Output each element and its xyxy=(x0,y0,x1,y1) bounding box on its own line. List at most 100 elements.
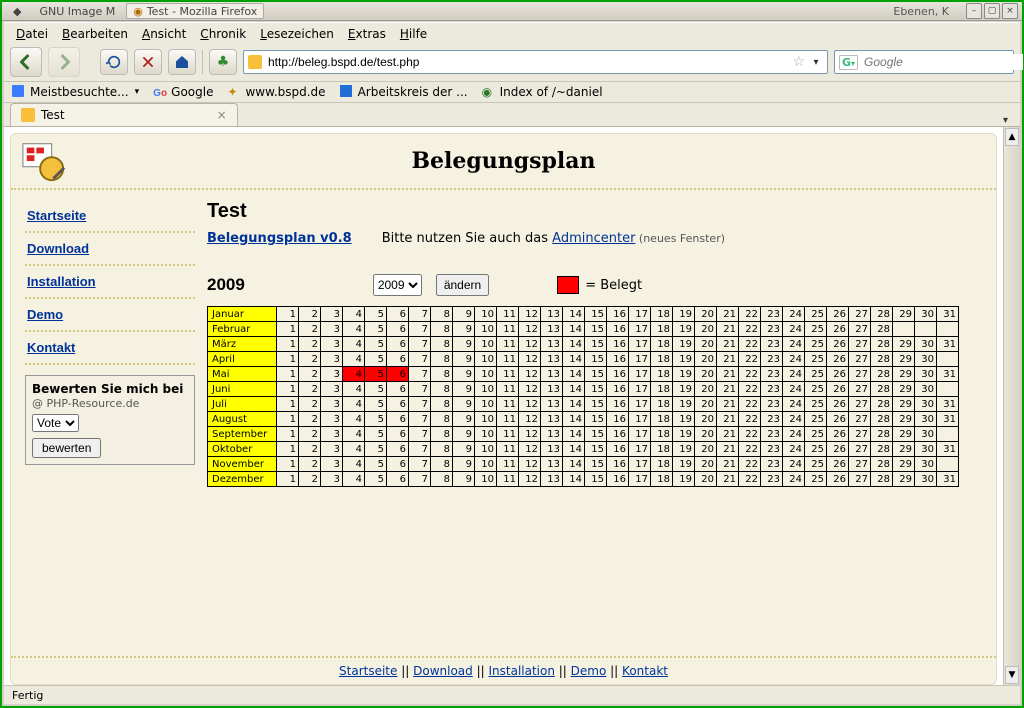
home-button[interactable] xyxy=(168,49,196,75)
day-cell[interactable]: 29 xyxy=(893,457,915,472)
day-cell[interactable]: 3 xyxy=(321,457,343,472)
day-cell[interactable]: 6 xyxy=(387,472,409,487)
day-cell[interactable]: 7 xyxy=(409,307,431,322)
day-cell[interactable]: 14 xyxy=(563,442,585,457)
day-cell[interactable]: 10 xyxy=(475,382,497,397)
day-cell[interactable]: 11 xyxy=(497,457,519,472)
day-cell[interactable]: 11 xyxy=(497,472,519,487)
menu-item[interactable]: Ansicht xyxy=(136,25,192,43)
day-cell[interactable]: 14 xyxy=(563,397,585,412)
day-cell[interactable]: 28 xyxy=(871,322,893,337)
day-cell[interactable]: 16 xyxy=(607,322,629,337)
day-cell[interactable]: 10 xyxy=(475,337,497,352)
day-cell[interactable]: 17 xyxy=(629,427,651,442)
day-cell[interactable]: 15 xyxy=(585,397,607,412)
day-cell[interactable]: 27 xyxy=(849,382,871,397)
day-cell[interactable]: 19 xyxy=(673,472,695,487)
admincenter-link[interactable]: Admincenter xyxy=(552,231,635,246)
day-cell[interactable]: 24 xyxy=(783,382,805,397)
day-cell[interactable]: 13 xyxy=(541,442,563,457)
day-cell[interactable]: 24 xyxy=(783,307,805,322)
day-cell[interactable]: 4 xyxy=(343,457,365,472)
day-cell[interactable]: 18 xyxy=(651,367,673,382)
day-cell[interactable]: 23 xyxy=(761,307,783,322)
day-cell[interactable]: 11 xyxy=(497,307,519,322)
taskbar-item-active[interactable]: ◉ Test - Mozilla Firefox xyxy=(126,3,264,19)
menu-item[interactable]: Chronik xyxy=(194,25,252,43)
day-cell[interactable]: 28 xyxy=(871,442,893,457)
day-cell[interactable]: 14 xyxy=(563,352,585,367)
day-cell[interactable]: 9 xyxy=(453,442,475,457)
day-cell[interactable]: 22 xyxy=(739,472,761,487)
day-cell[interactable]: 16 xyxy=(607,412,629,427)
day-cell[interactable]: 7 xyxy=(409,352,431,367)
day-cell[interactable]: 24 xyxy=(783,352,805,367)
day-cell[interactable]: 29 xyxy=(893,337,915,352)
day-cell[interactable]: 12 xyxy=(519,397,541,412)
day-cell[interactable]: 7 xyxy=(409,382,431,397)
day-cell[interactable]: 6 xyxy=(387,352,409,367)
taskbar-item[interactable]: Ebenen, K xyxy=(886,3,956,19)
day-cell[interactable]: 23 xyxy=(761,442,783,457)
day-cell[interactable]: 14 xyxy=(563,337,585,352)
day-cell[interactable]: 12 xyxy=(519,412,541,427)
day-cell[interactable]: 5 xyxy=(365,457,387,472)
day-cell[interactable]: 18 xyxy=(651,397,673,412)
day-cell[interactable]: 11 xyxy=(497,337,519,352)
day-cell[interactable]: 18 xyxy=(651,307,673,322)
day-cell[interactable]: 3 xyxy=(321,427,343,442)
day-cell[interactable]: 2 xyxy=(299,427,321,442)
day-cell[interactable]: 27 xyxy=(849,397,871,412)
day-cell[interactable]: 25 xyxy=(805,472,827,487)
footer-link[interactable]: Download xyxy=(413,664,473,678)
day-cell[interactable]: 27 xyxy=(849,337,871,352)
day-cell[interactable]: 27 xyxy=(849,427,871,442)
bookmark-item[interactable]: ◉Index of /~daniel xyxy=(482,85,603,99)
day-cell[interactable]: 30 xyxy=(915,337,937,352)
day-cell[interactable]: 31 xyxy=(937,472,959,487)
day-cell[interactable]: 28 xyxy=(871,397,893,412)
day-cell[interactable]: 9 xyxy=(453,412,475,427)
day-cell[interactable]: 8 xyxy=(431,322,453,337)
day-cell[interactable]: 21 xyxy=(717,382,739,397)
day-cell[interactable]: 24 xyxy=(783,457,805,472)
vote-submit-button[interactable]: bewerten xyxy=(32,438,101,458)
day-cell[interactable]: 19 xyxy=(673,322,695,337)
day-cell[interactable]: 8 xyxy=(431,457,453,472)
day-cell[interactable]: 15 xyxy=(585,442,607,457)
day-cell[interactable]: 4 xyxy=(343,367,365,382)
day-cell[interactable]: 4 xyxy=(343,427,365,442)
day-cell[interactable]: 25 xyxy=(805,352,827,367)
day-cell[interactable]: 16 xyxy=(607,367,629,382)
day-cell[interactable]: 24 xyxy=(783,472,805,487)
day-cell[interactable]: 25 xyxy=(805,397,827,412)
day-cell[interactable]: 11 xyxy=(497,442,519,457)
day-cell[interactable]: 13 xyxy=(541,367,563,382)
day-cell[interactable]: 1 xyxy=(277,412,299,427)
bookmark-star-icon[interactable]: ☆ xyxy=(792,54,805,70)
day-cell[interactable]: 7 xyxy=(409,427,431,442)
day-cell[interactable]: 17 xyxy=(629,352,651,367)
day-cell[interactable]: 28 xyxy=(871,412,893,427)
day-cell[interactable]: 30 xyxy=(915,307,937,322)
day-cell[interactable]: 10 xyxy=(475,307,497,322)
day-cell[interactable]: 17 xyxy=(629,322,651,337)
day-cell[interactable]: 17 xyxy=(629,412,651,427)
day-cell[interactable]: 2 xyxy=(299,367,321,382)
day-cell[interactable]: 25 xyxy=(805,382,827,397)
day-cell[interactable]: 7 xyxy=(409,412,431,427)
day-cell[interactable]: 19 xyxy=(673,307,695,322)
day-cell[interactable]: 27 xyxy=(849,352,871,367)
back-button[interactable] xyxy=(10,47,42,77)
day-cell[interactable]: 26 xyxy=(827,352,849,367)
day-cell[interactable]: 16 xyxy=(607,472,629,487)
day-cell[interactable]: 27 xyxy=(849,457,871,472)
window-close-button[interactable]: × xyxy=(1002,3,1018,19)
day-cell[interactable]: 6 xyxy=(387,382,409,397)
day-cell[interactable]: 16 xyxy=(607,307,629,322)
day-cell[interactable]: 13 xyxy=(541,382,563,397)
day-cell[interactable]: 19 xyxy=(673,427,695,442)
day-cell[interactable]: 27 xyxy=(849,322,871,337)
day-cell[interactable]: 8 xyxy=(431,412,453,427)
day-cell[interactable]: 9 xyxy=(453,322,475,337)
